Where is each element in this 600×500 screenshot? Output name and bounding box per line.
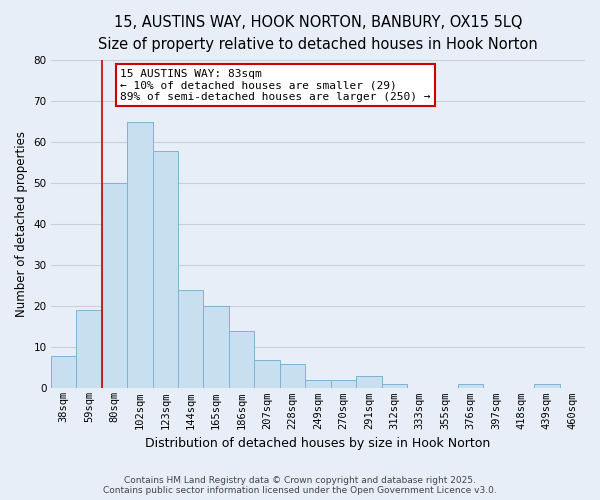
Bar: [254, 360, 280, 388]
Bar: [280, 364, 305, 388]
Bar: [458, 384, 483, 388]
X-axis label: Distribution of detached houses by size in Hook Norton: Distribution of detached houses by size …: [145, 437, 491, 450]
Bar: [152, 150, 178, 388]
Bar: [102, 184, 127, 388]
Bar: [382, 384, 407, 388]
Bar: [331, 380, 356, 388]
Bar: [356, 376, 382, 388]
Text: Contains HM Land Registry data © Crown copyright and database right 2025.
Contai: Contains HM Land Registry data © Crown c…: [103, 476, 497, 495]
Bar: [51, 356, 76, 388]
Bar: [229, 331, 254, 388]
Bar: [127, 122, 152, 388]
Y-axis label: Number of detached properties: Number of detached properties: [15, 132, 28, 318]
Bar: [178, 290, 203, 388]
Title: 15, AUSTINS WAY, HOOK NORTON, BANBURY, OX15 5LQ
Size of property relative to det: 15, AUSTINS WAY, HOOK NORTON, BANBURY, O…: [98, 15, 538, 52]
Bar: [305, 380, 331, 388]
Text: 15 AUSTINS WAY: 83sqm
← 10% of detached houses are smaller (29)
89% of semi-deta: 15 AUSTINS WAY: 83sqm ← 10% of detached …: [120, 68, 431, 102]
Bar: [203, 306, 229, 388]
Bar: [76, 310, 102, 388]
Bar: [534, 384, 560, 388]
